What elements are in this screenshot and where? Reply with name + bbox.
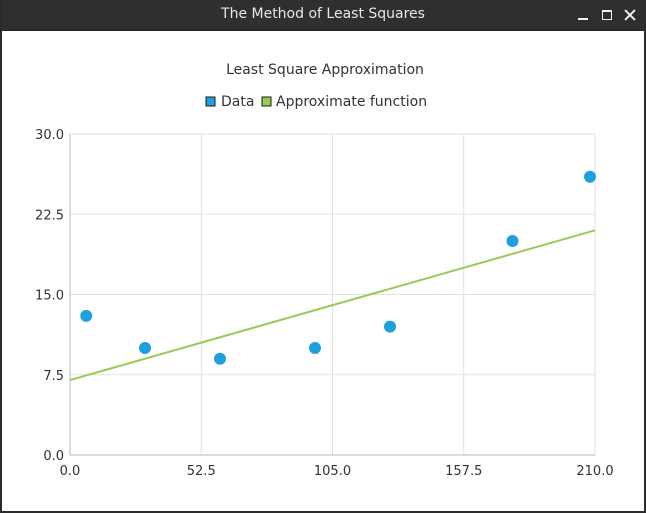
x-tick-label: 105.0 xyxy=(314,464,351,479)
data-point xyxy=(139,342,151,354)
x-tick-label: 0.0 xyxy=(60,464,81,479)
data-point xyxy=(384,320,396,333)
data-point xyxy=(584,170,596,183)
legend: Data Approximate function xyxy=(205,94,427,110)
legend-swatch-data xyxy=(205,96,216,107)
y-tick-label: 15.0 xyxy=(35,289,64,304)
data-point xyxy=(309,342,321,354)
chart: Least Square Approximation Data Approxim… xyxy=(35,62,614,479)
grid xyxy=(69,133,596,456)
data-point xyxy=(80,309,93,322)
x-tick-label: 52.5 xyxy=(187,464,216,479)
x-tick-label: 157.5 xyxy=(445,464,482,479)
data-point xyxy=(506,235,519,247)
minimize-icon[interactable] xyxy=(575,7,591,23)
axes xyxy=(69,134,595,456)
x-tick-label: 210.0 xyxy=(576,464,613,479)
maximize-icon[interactable] xyxy=(599,7,615,23)
y-tick-label: 30.0 xyxy=(35,128,64,143)
legend-label-data: Data xyxy=(221,94,254,110)
tick-labels: 0.0 52.5 105.0 157.5 210.0 0.0 7.5 15.0 22.5 30.0 xyxy=(35,128,614,479)
close-icon[interactable] xyxy=(622,7,638,23)
legend-label-approximate-function: Approximate function xyxy=(276,94,427,110)
series xyxy=(69,170,596,382)
data-point xyxy=(214,352,226,365)
approximate-function-line xyxy=(69,229,596,382)
y-tick-label: 0.0 xyxy=(43,449,64,464)
y-tick-label: 22.5 xyxy=(35,208,64,223)
y-tick-label: 7.5 xyxy=(43,369,64,384)
chart-title: Least Square Approximation xyxy=(226,62,424,78)
legend-swatch-approximate-function xyxy=(261,96,272,107)
title-bar[interactable]: The Method of Least Squares xyxy=(2,0,644,31)
window-title: The Method of Least Squares xyxy=(221,6,425,22)
